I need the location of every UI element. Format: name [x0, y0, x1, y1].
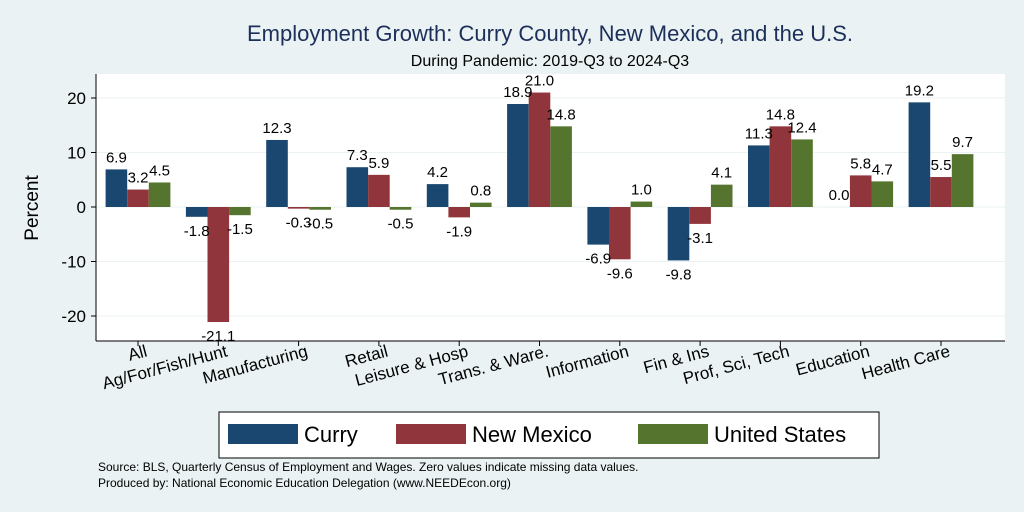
data-labels: 6.93.2 4.5-1.8-21.1-1.512.3-0.3-0.57.3 5.9…: [106, 73, 973, 345]
bar: [507, 103, 529, 207]
legend-swatch: [638, 424, 708, 444]
bar: [207, 207, 230, 322]
bar: [309, 207, 331, 210]
source-note: Source: BLS, Quarterly Census of Employm…: [98, 460, 638, 474]
bar: [689, 207, 711, 224]
bar: [368, 174, 390, 207]
bar: [609, 207, 631, 260]
data-label: -9.6: [607, 265, 633, 282]
data-label: 21.0: [525, 73, 554, 90]
bar: [951, 154, 974, 207]
bar: [105, 169, 128, 207]
legend: Curry New Mexico United States: [218, 411, 880, 459]
data-label: 0.0: [829, 187, 850, 204]
y-tick-label: 10: [67, 144, 86, 163]
data-label: 4.5: [149, 162, 170, 179]
bar: [849, 175, 872, 207]
data-label: -1.9: [446, 223, 472, 240]
data-label: 4.2: [427, 164, 448, 181]
legend-label: Curry: [304, 422, 358, 447]
data-label: 1.0: [631, 182, 652, 199]
data-label: -3.1: [687, 230, 713, 247]
data-label: -1.5: [227, 221, 253, 238]
category-label: Education: [794, 342, 872, 380]
data-label: 5.9: [368, 155, 389, 172]
legend-swatch: [228, 424, 298, 444]
chart-subtitle: During Pandemic: 2019-Q3 to 2024-Q3: [411, 53, 689, 70]
legend-label: New Mexico: [472, 422, 592, 447]
bar: [448, 207, 470, 218]
bar: [871, 181, 894, 207]
data-label: 3.2: [128, 170, 149, 187]
y-tick-label: 20: [67, 89, 86, 108]
y-axis-label: Percent: [22, 175, 43, 241]
data-label: -9.8: [666, 266, 692, 283]
data-label: -0.5: [388, 216, 414, 233]
data-label: 14.8: [766, 106, 795, 123]
bar: [470, 202, 492, 207]
bar: [550, 126, 572, 207]
data-label: 18.9: [503, 84, 532, 101]
y-ticks: -20 -10 0 10 20: [61, 89, 96, 326]
legend-label: United States: [714, 422, 846, 447]
bar: [185, 207, 208, 217]
bar: [346, 167, 369, 207]
bar: [148, 182, 171, 207]
data-label: 12.4: [787, 119, 816, 136]
bar: [528, 92, 551, 207]
produced-by-note: Produced by: National Economic Education…: [98, 476, 511, 490]
data-label: 7.3: [347, 147, 368, 164]
data-label: -21.1: [201, 328, 235, 345]
data-label: -0.3: [286, 215, 312, 232]
bar: [930, 177, 952, 207]
legend-swatch: [396, 424, 466, 444]
data-label: 12.3: [262, 120, 291, 137]
data-label: 4.1: [711, 165, 732, 182]
bar: [389, 207, 412, 210]
bar: [127, 189, 149, 207]
bar: [908, 102, 931, 207]
bar: [426, 184, 449, 207]
bar: [587, 207, 609, 245]
bar: [710, 184, 733, 207]
bar: [667, 207, 690, 261]
chart-title: Employment Growth: Curry County, New Mex…: [247, 21, 853, 46]
legend-box: [218, 411, 880, 459]
data-label: 5.5: [931, 157, 952, 174]
bars: [105, 92, 974, 322]
bar: [266, 139, 288, 207]
data-label: -1.8: [184, 223, 210, 240]
data-label: -6.9: [585, 251, 611, 268]
category-label: Information: [544, 342, 631, 382]
y-tick-label: 0: [77, 198, 86, 217]
data-label: 0.8: [470, 183, 491, 200]
category-label: All: [126, 342, 149, 365]
data-label: -0.5: [307, 216, 333, 233]
data-label: 11.3: [745, 125, 773, 142]
bar: [229, 207, 251, 216]
bar: [287, 207, 310, 209]
bar: [630, 201, 653, 207]
data-label: 4.7: [872, 161, 893, 178]
data-label: 5.8: [850, 155, 871, 172]
data-label: 19.2: [905, 82, 934, 99]
y-tick-label: -20: [61, 307, 86, 326]
data-label: 14.8: [546, 106, 575, 123]
category-label: Health Care: [859, 342, 952, 384]
data-label: 9.7: [952, 134, 973, 151]
y-tick-label: -10: [61, 253, 86, 272]
bar: [769, 126, 792, 207]
bar: [748, 145, 770, 207]
bar: [791, 139, 813, 207]
data-label: 6.9: [106, 149, 127, 166]
